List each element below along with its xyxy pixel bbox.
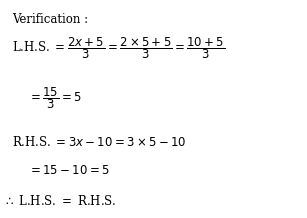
- Text: $= 15 - 10 = 5$: $= 15 - 10 = 5$: [28, 164, 109, 177]
- Text: L.H.S. $= \dfrac{2x+5}{3} = \dfrac{2 \times 5+5}{3} = \dfrac{10+5}{3}$: L.H.S. $= \dfrac{2x+5}{3} = \dfrac{2 \ti…: [12, 35, 226, 61]
- Text: Verification :: Verification :: [12, 13, 88, 26]
- Text: $= \dfrac{15}{3} = 5$: $= \dfrac{15}{3} = 5$: [28, 85, 81, 111]
- Text: $\therefore$ L.H.S. $=$ R.H.S.: $\therefore$ L.H.S. $=$ R.H.S.: [3, 194, 117, 208]
- Text: R.H.S. $= 3x - 10 = 3 \times 5 - 10$: R.H.S. $= 3x - 10 = 3 \times 5 - 10$: [12, 135, 187, 149]
